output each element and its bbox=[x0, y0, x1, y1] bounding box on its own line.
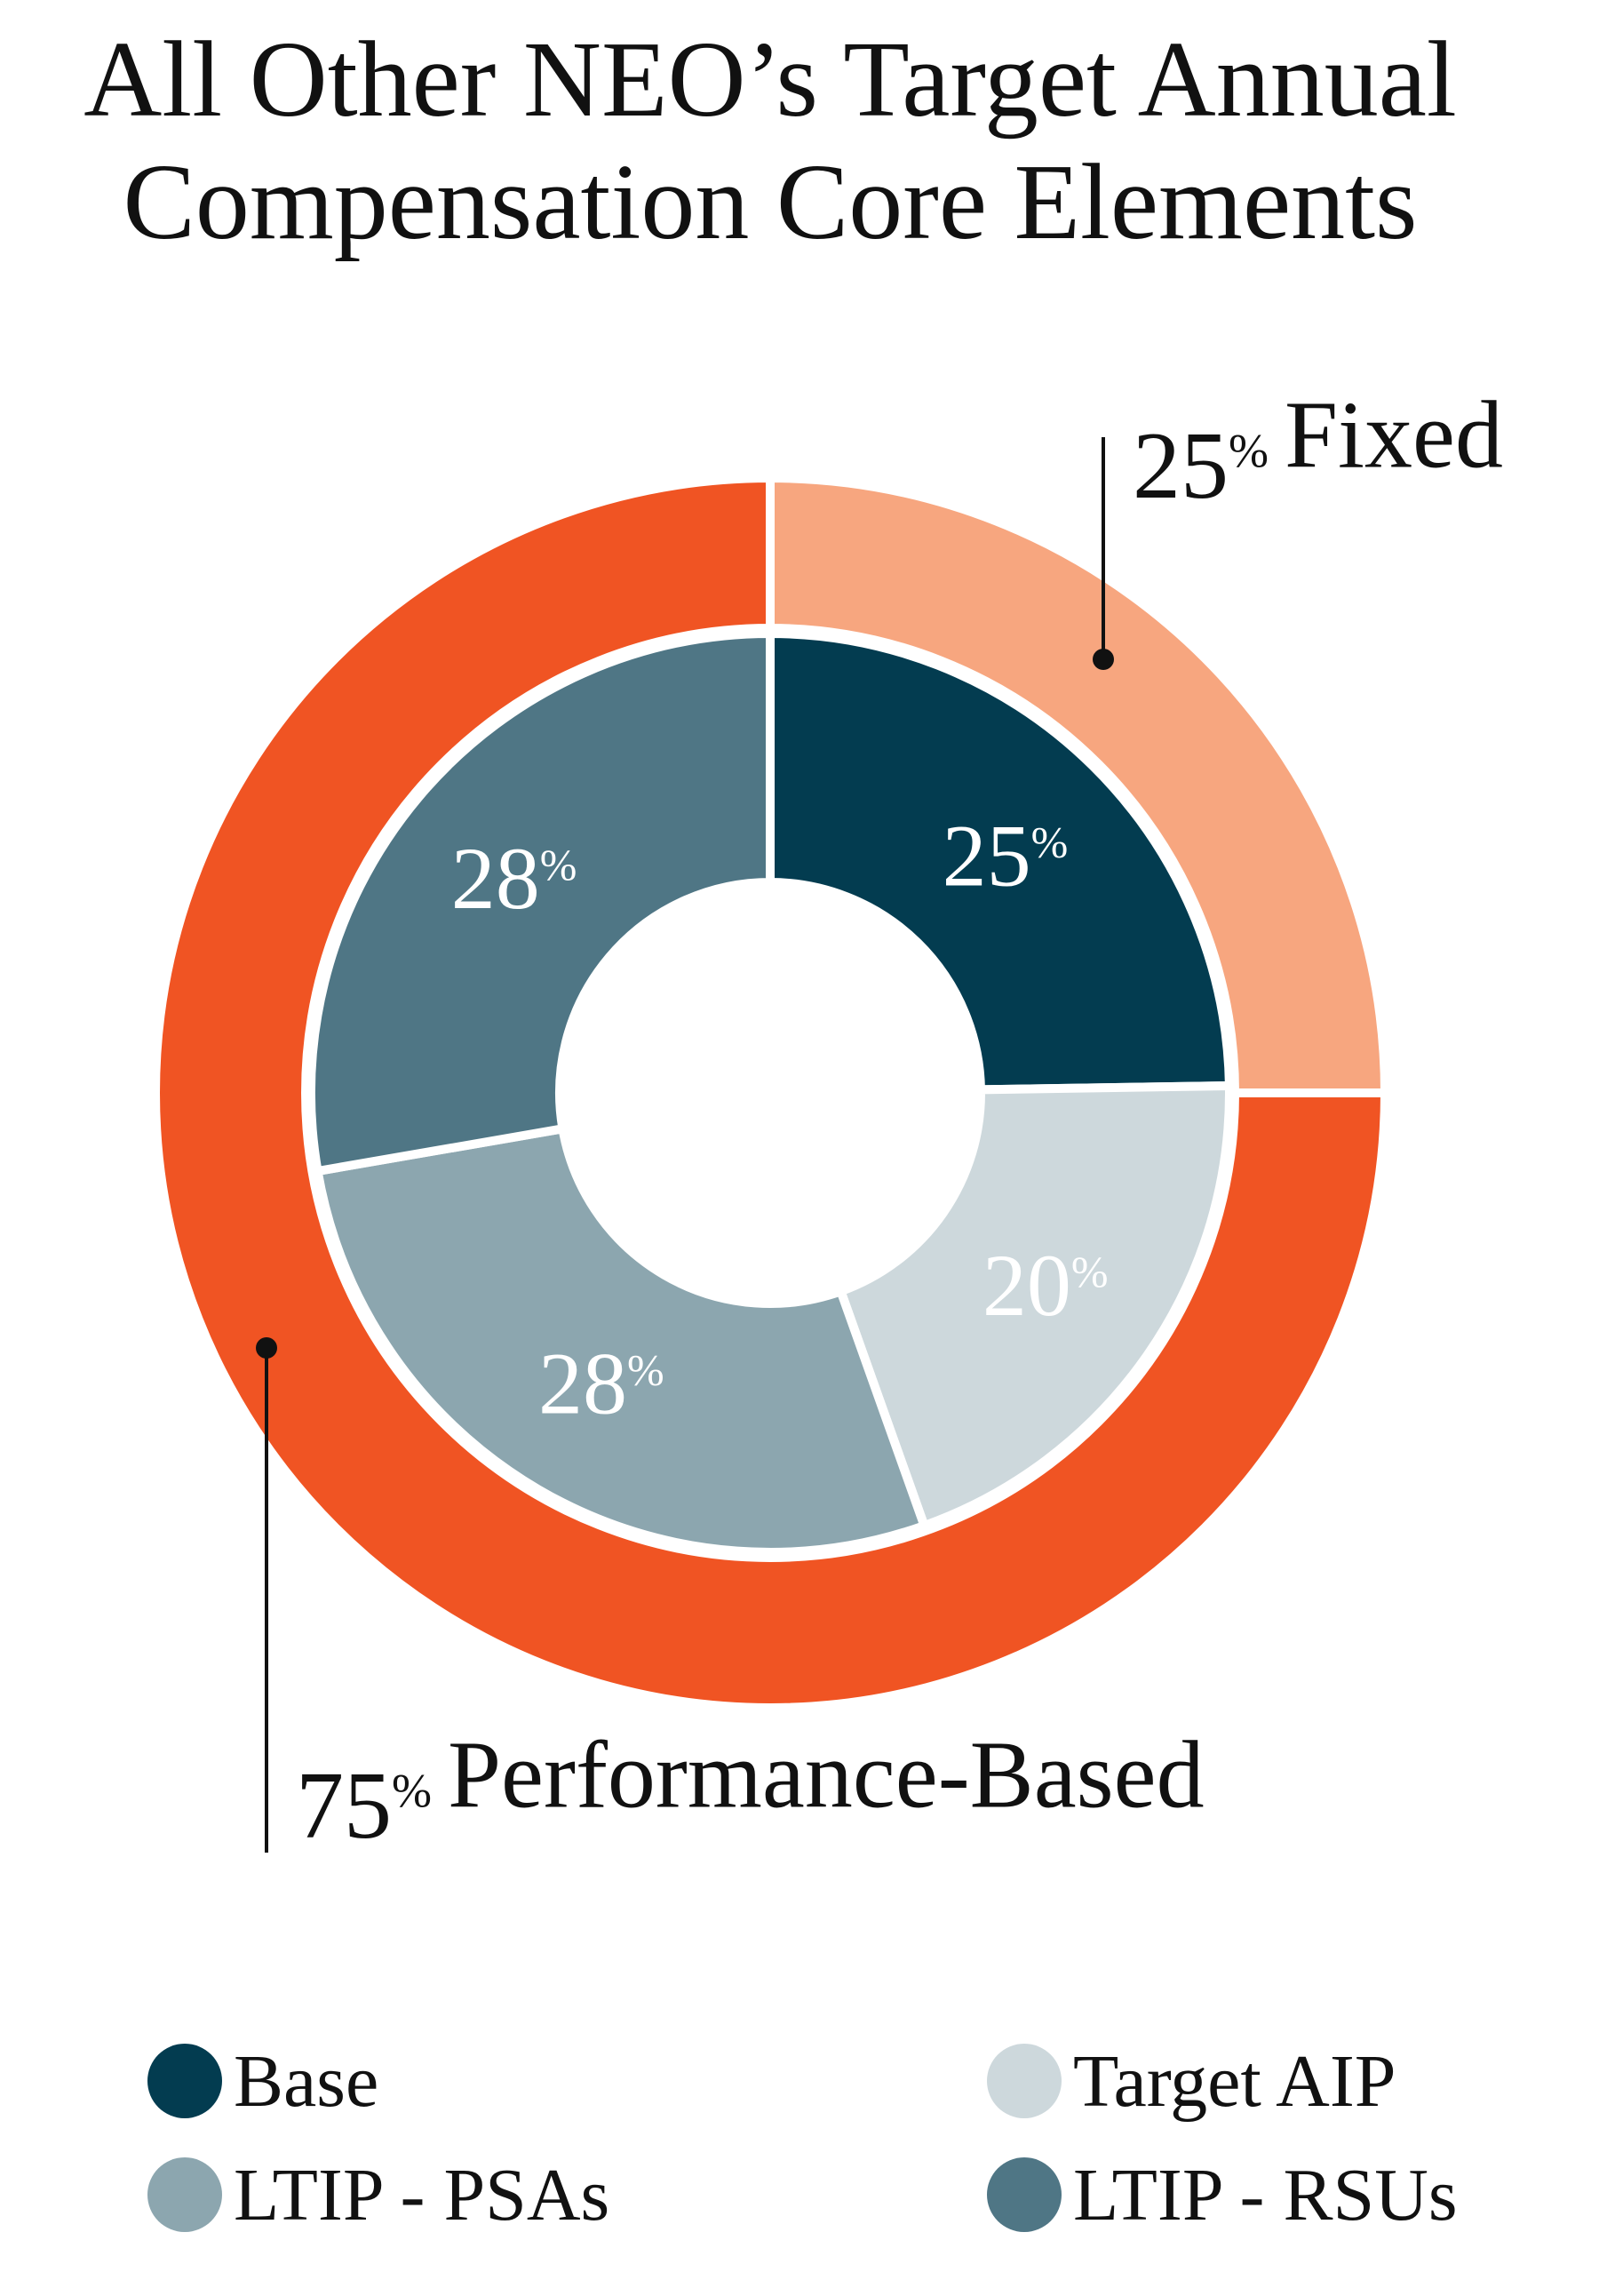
legend-swatch bbox=[147, 2044, 222, 2118]
donut-slice bbox=[312, 1123, 930, 1557]
chart-title: All Other NEO’s Target Annual bbox=[84, 20, 1457, 140]
slice-label: 20% bbox=[982, 1236, 1109, 1335]
legend-label: Target AIP bbox=[1073, 2040, 1396, 2123]
slice-label: 28% bbox=[538, 1335, 664, 1433]
legend-swatch bbox=[987, 2157, 1062, 2232]
donut-slice bbox=[766, 473, 1390, 1097]
ring-label-name: Performance-Based bbox=[448, 1722, 1205, 1828]
ring-label-value: 75% bbox=[296, 1753, 432, 1859]
callout-dot bbox=[1093, 649, 1114, 670]
ring-label-name: Fixed bbox=[1285, 382, 1503, 488]
donut-slice bbox=[835, 1080, 1234, 1532]
slice-label: 28% bbox=[451, 829, 577, 928]
slice-label-value: 20% bbox=[982, 1236, 1109, 1335]
donut-slice bbox=[306, 628, 775, 1176]
legend-swatch bbox=[147, 2157, 222, 2232]
donut-slice bbox=[151, 473, 1390, 1712]
donut-slice bbox=[766, 628, 1235, 1095]
legend-swatch bbox=[987, 2044, 1062, 2118]
legend-label: LTIP - PSAs bbox=[234, 2154, 609, 2236]
slice-label: 25% bbox=[943, 806, 1069, 905]
slice-label-value: 25% bbox=[943, 806, 1069, 905]
chart-title: Compensation Core Elements bbox=[123, 142, 1418, 262]
ring-label-value: 25% bbox=[1133, 413, 1269, 519]
slice-label-value: 28% bbox=[451, 829, 577, 928]
callout-dot bbox=[256, 1337, 277, 1359]
ring-label: 75% Performance-Based bbox=[296, 1722, 1205, 1859]
slice-label-value: 28% bbox=[538, 1335, 664, 1433]
legend-label: Base bbox=[234, 2040, 378, 2123]
legend-label: LTIP - RSUs bbox=[1073, 2154, 1458, 2236]
ring-label: 25% Fixed bbox=[1133, 382, 1503, 519]
